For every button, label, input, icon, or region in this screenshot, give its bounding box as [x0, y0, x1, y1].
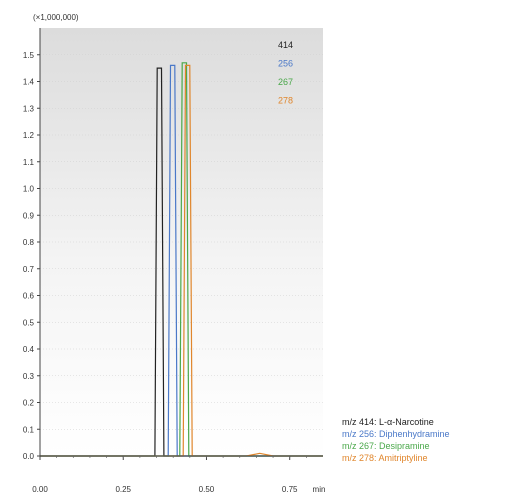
series-name-256: 256 [278, 59, 293, 69]
y-tick-label: 1.3 [23, 104, 35, 113]
legend-entry-414: m/z 414: L-α-Narcotine [342, 417, 434, 427]
legend-entry-256: m/z 256: Diphenhydramine [342, 429, 450, 439]
y-tick-label: 1.0 [23, 185, 35, 194]
x-tick-label: 0.75 [282, 485, 298, 494]
y-tick-label: 0.4 [23, 345, 35, 354]
series-name-267: 267 [278, 77, 293, 87]
x-tick-label: 0.50 [199, 485, 215, 494]
y-tick-label: 0.1 [23, 425, 35, 434]
y-tick-label: 0.7 [23, 265, 35, 274]
y-tick-label: 1.4 [23, 78, 35, 87]
x-unit-label: min [313, 485, 326, 494]
series-name-414: 414 [278, 40, 293, 50]
y-tick-label: 0.5 [23, 318, 35, 327]
y-tick-label: 0.9 [23, 211, 35, 220]
series-name-278: 278 [278, 96, 293, 106]
y-tick-label: 0.8 [23, 238, 35, 247]
y-tick-label: 0.2 [23, 399, 35, 408]
legend: m/z 414: L-α-Narcotine m/z 256: Diphenhy… [342, 416, 450, 464]
y-tick-label: 1.5 [23, 51, 35, 60]
y-tick-label: 1.1 [23, 158, 35, 167]
legend-entry-267: m/z 267: Desipramine [342, 441, 430, 451]
y-tick-label: 1.2 [23, 131, 35, 140]
y-tick-label: 0.3 [23, 372, 35, 381]
y-multiplier-label: (×1,000,000) [33, 13, 79, 22]
y-tick-label: 0.6 [23, 292, 35, 301]
x-tick-label: 0.25 [115, 485, 131, 494]
y-tick-label: 0.0 [23, 452, 35, 461]
legend-entry-278: m/z 278: Amitriptyline [342, 453, 428, 463]
x-tick-label: 0.00 [32, 485, 48, 494]
